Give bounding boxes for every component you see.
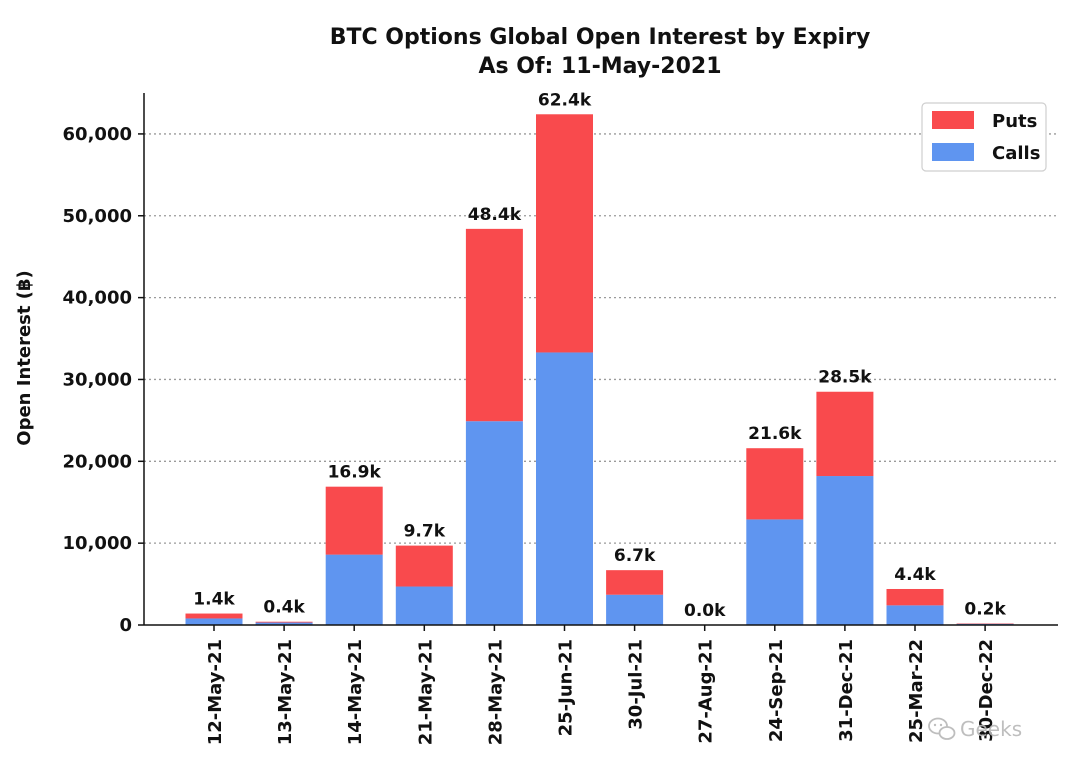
- bar-calls-25-Mar-22: [887, 605, 944, 625]
- x-tick-label: 12-May-21: [205, 639, 226, 745]
- x-ticks: 12-May-21 13-May-21 14-May-21 21-May-21 28-M…: [205, 625, 997, 745]
- bar-total-label: 9.7k: [404, 522, 446, 542]
- bar-total-label: 4.4k: [894, 565, 936, 585]
- bar-total-label: 16.9k: [328, 463, 382, 483]
- bar-total-label: 0.2k: [964, 599, 1006, 619]
- bar-puts-25-Jun-21: [536, 114, 593, 352]
- y-axis-label: Open Interest (฿): [14, 270, 35, 445]
- wechat-icon: [929, 719, 955, 740]
- legend: Puts Calls: [922, 103, 1046, 171]
- bar-calls-25-Jun-21: [536, 352, 593, 625]
- bars: [186, 114, 1014, 625]
- legend-swatch-puts: [932, 111, 974, 129]
- bar-calls-14-May-21: [326, 555, 383, 625]
- x-tick-label: 21-May-21: [415, 639, 436, 745]
- bar-puts-12-May-21: [186, 614, 243, 619]
- bar-calls-31-Dec-21: [816, 476, 873, 625]
- legend-label-calls: Calls: [992, 143, 1040, 164]
- bar-puts-24-Sep-21: [746, 448, 803, 519]
- bar-puts-30-Jul-21: [606, 570, 663, 595]
- watermark: Geeks: [929, 717, 1022, 741]
- bar-puts-28-May-21: [466, 229, 523, 421]
- bar-total-label: 48.4k: [468, 205, 522, 225]
- x-tick-label: 30-Jul-21: [626, 639, 647, 730]
- bar-puts-14-May-21: [326, 487, 383, 555]
- bar-total-label: 6.7k: [614, 546, 656, 566]
- x-tick-label: 14-May-21: [345, 639, 366, 745]
- x-tick-label: 31-Dec-21: [836, 639, 857, 742]
- bar-total-label: 21.6k: [748, 424, 802, 444]
- y-tick-label: 10,000: [63, 533, 132, 554]
- chart-subtitle: As Of: 11-May-2021: [478, 54, 721, 79]
- bar-total-label: 0.4k: [263, 598, 305, 618]
- bar-total-label: 1.4k: [193, 590, 235, 610]
- x-tick-label: 25-Jun-21: [556, 639, 577, 736]
- x-tick-label: 13-May-21: [275, 639, 296, 745]
- legend-label-puts: Puts: [992, 111, 1037, 132]
- chart-title: BTC Options Global Open Interest by Expi…: [330, 25, 871, 50]
- x-tick-label: 28-May-21: [485, 639, 506, 745]
- y-tick-label: 40,000: [63, 288, 132, 309]
- bar-calls-24-Sep-21: [746, 519, 803, 625]
- bar-total-label: 62.4k: [538, 90, 592, 110]
- bar-total-label: 0.0k: [684, 601, 726, 621]
- bar-calls-28-May-21: [466, 421, 523, 625]
- bar-puts-21-May-21: [396, 546, 453, 587]
- y-tick-label: 60,000: [63, 124, 132, 145]
- watermark-text: Geeks: [960, 717, 1022, 741]
- bar-puts-31-Dec-21: [816, 392, 873, 476]
- bar-calls-21-May-21: [396, 587, 453, 625]
- y-tick-label: 0: [119, 615, 132, 636]
- x-tick-label: 27-Aug-21: [696, 639, 717, 744]
- grid-lines: [144, 134, 1058, 543]
- y-ticks: 0 10,000 20,000 30,000 40,000 50,000 60,000: [63, 124, 144, 636]
- x-tick-label: 25-Mar-22: [906, 639, 927, 743]
- bar-puts-13-May-21: [256, 622, 313, 623]
- bar-calls-12-May-21: [186, 618, 243, 625]
- bar-calls-30-Jul-21: [606, 595, 663, 625]
- legend-swatch-calls: [932, 143, 974, 161]
- bar-total-label: 28.5k: [818, 368, 872, 388]
- y-tick-label: 30,000: [63, 369, 132, 390]
- bar-puts-25-Mar-22: [887, 589, 944, 605]
- y-tick-label: 20,000: [63, 451, 132, 472]
- data-labels: 1.4k 0.4k 16.9k 9.7k 48.4k 62.4k 6.7k 0.0k 21.6k…: [193, 90, 1006, 621]
- x-tick-label: 24-Sep-21: [766, 639, 787, 742]
- y-tick-label: 50,000: [63, 206, 132, 227]
